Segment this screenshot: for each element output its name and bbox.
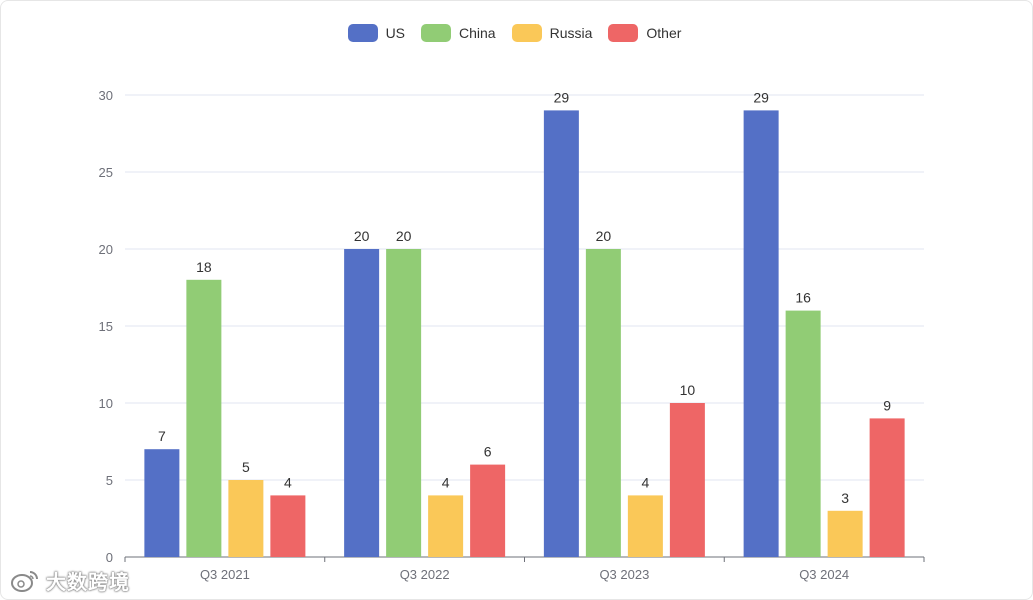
data-label: 20 (354, 228, 370, 244)
bar (869, 418, 905, 557)
data-label: 4 (284, 474, 292, 490)
bar (669, 403, 705, 557)
data-label: 29 (753, 89, 769, 105)
data-label: 16 (795, 290, 811, 306)
data-label: 20 (396, 228, 412, 244)
data-label: 5 (242, 459, 250, 475)
data-label: 4 (442, 474, 450, 490)
data-label: 6 (484, 444, 492, 460)
bar (785, 310, 821, 557)
data-label: 9 (883, 397, 891, 413)
legend-label-us: US (385, 25, 406, 41)
data-label: 29 (554, 89, 570, 105)
x-tick-label: Q3 2023 (599, 567, 649, 582)
y-tick-label: 0 (106, 550, 113, 565)
bar (827, 510, 863, 557)
x-tick-label: Q3 2021 (200, 567, 250, 582)
legend-label-russia: Russia (549, 25, 593, 41)
y-tick-label: 25 (99, 165, 113, 180)
legend-item-us[interactable]: US (347, 24, 406, 42)
data-label: 3 (841, 490, 849, 506)
bar (270, 495, 306, 557)
y-tick-label: 30 (99, 88, 113, 103)
bar (228, 480, 264, 557)
data-label: 18 (196, 259, 212, 275)
legend-label-china: China (459, 25, 496, 41)
y-tick-label: 10 (99, 396, 113, 411)
bar (428, 495, 464, 557)
bar (470, 464, 506, 557)
watermark: 大数跨境 (10, 566, 130, 595)
legend-item-china[interactable]: China (421, 24, 496, 42)
y-tick-label: 15 (99, 319, 113, 334)
data-label: 10 (680, 382, 696, 398)
legend-swatch-china (421, 24, 452, 42)
legend-item-russia[interactable]: Russia (511, 24, 593, 42)
data-label: 7 (158, 428, 166, 444)
bar (543, 110, 579, 558)
legend-item-other[interactable]: Other (608, 24, 681, 42)
x-tick-label: Q3 2024 (799, 567, 849, 582)
weibo-logo-icon (11, 570, 38, 592)
y-tick-label: 20 (99, 242, 113, 257)
bar (743, 110, 779, 558)
bar (344, 249, 380, 557)
bar (585, 249, 621, 557)
bar (386, 249, 422, 557)
x-tick-label: Q3 2022 (400, 567, 450, 582)
bar (144, 449, 180, 557)
legend-swatch-other (608, 24, 639, 42)
legend-swatch-russia (511, 24, 542, 42)
data-label: 4 (641, 474, 649, 490)
legend-label-other: Other (646, 25, 682, 41)
legend-swatch-us (347, 24, 378, 42)
bar (186, 279, 222, 557)
data-label: 20 (596, 228, 612, 244)
watermark-text: 大数跨境 (46, 572, 130, 594)
bar (627, 495, 663, 557)
y-tick-label: 5 (106, 473, 113, 488)
chart-legend: US China Russia Other (0, 24, 1033, 42)
